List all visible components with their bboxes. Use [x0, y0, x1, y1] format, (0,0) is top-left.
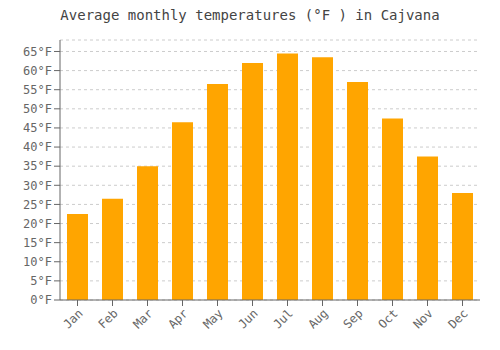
svg-text:Jan: Jan — [60, 306, 85, 331]
svg-text:Oct: Oct — [375, 306, 400, 331]
svg-text:60°F: 60°F — [23, 64, 52, 78]
svg-text:Jun: Jun — [235, 306, 260, 331]
svg-text:50°F: 50°F — [23, 102, 52, 116]
svg-text:Dec: Dec — [445, 306, 470, 331]
svg-text:Feb: Feb — [95, 306, 120, 331]
svg-text:40°F: 40°F — [23, 140, 52, 154]
svg-text:55°F: 55°F — [23, 83, 52, 97]
svg-text:10°F: 10°F — [23, 255, 52, 269]
svg-text:Apr: Apr — [165, 306, 190, 331]
html-text:Average monthly temperatures (: Average monthly temperatures (°F ) in Ca… — [60, 7, 440, 23]
svg-text:Mar: Mar — [130, 306, 155, 331]
svg-text:65°F: 65°F — [23, 45, 52, 59]
svg-text:15°F: 15°F — [23, 236, 52, 250]
svg-text:Nov: Nov — [410, 306, 435, 331]
svg-text:May: May — [200, 306, 225, 331]
svg-text:Jul: Jul — [270, 306, 295, 331]
svg-text:Aug: Aug — [305, 306, 330, 331]
svg-text:20°F: 20°F — [23, 217, 52, 231]
svg-text:30°F: 30°F — [23, 179, 52, 193]
svg-text:Sep: Sep — [340, 306, 365, 331]
svg-text:5°F: 5°F — [30, 274, 52, 288]
svg-text:0°F: 0°F — [30, 293, 52, 307]
svg-text:45°F: 45°F — [23, 121, 52, 135]
svg-text:25°F: 25°F — [23, 198, 52, 212]
svg-text:35°F: 35°F — [23, 159, 52, 173]
